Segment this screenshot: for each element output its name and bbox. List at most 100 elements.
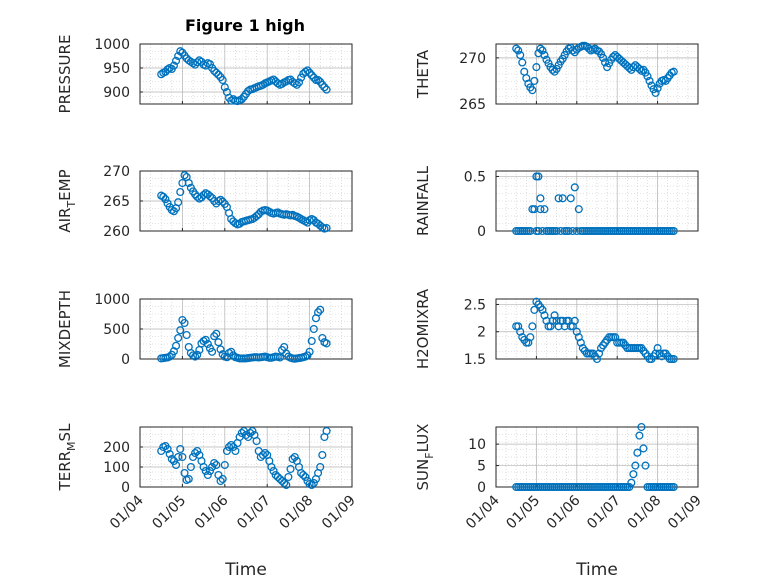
data-point [205,192,215,201]
data-point [299,470,308,480]
data-point [216,476,225,486]
y-tick-label: 100 [103,460,130,476]
data-point [576,338,585,347]
data-point [643,72,652,81]
data-point [248,426,257,436]
data-point [178,452,187,462]
y-tick-label: 0.5 [464,169,486,185]
data-point [309,324,318,334]
data-point [653,344,662,353]
data-point [171,460,181,470]
data-point [530,76,539,85]
data-point [540,311,549,320]
y-tick-label: 0 [121,352,130,368]
data-point [307,480,316,490]
data-point [305,347,314,356]
data-point [290,79,299,88]
data-point [258,450,268,460]
data-point [195,56,204,65]
data-point [201,335,210,344]
panel-air-temp: 260 265 270 AIRTEMP [56,164,353,240]
data-point [218,197,227,206]
data-point [180,468,189,478]
data-point [208,462,217,472]
data-point [201,466,210,476]
data-point [235,219,244,228]
data-point [635,64,644,73]
data-point [536,205,545,214]
data-point [309,478,318,488]
data-point [514,322,523,331]
data-point [246,428,255,438]
data-point [176,326,185,335]
data-point [161,195,170,204]
data-point [261,448,270,458]
data-point [538,226,547,236]
data-point [566,194,575,203]
data-point [220,83,229,92]
data-point [216,195,225,204]
data-point [277,476,287,486]
y-tick-label: 0 [477,480,486,496]
data-point [237,95,246,104]
y-tick-label: 1.5 [464,352,486,368]
axes-box [139,426,353,488]
data-point [669,354,678,364]
data-point [171,56,181,65]
data-point [193,350,202,359]
data-point [528,322,537,331]
data-point [169,61,178,70]
data-point [271,470,280,480]
data-point [629,470,638,479]
series-markers [512,41,678,97]
data-point [540,205,549,214]
panel-pressure: 900 950 1000 PRESSURE [56,35,353,113]
data-point [171,341,181,350]
y-tick-label: 5 [477,459,486,475]
data-point [637,422,646,432]
data-point [530,205,539,214]
data-point [318,333,327,343]
data-point [320,83,329,92]
data-point [214,70,223,79]
data-point [199,462,208,472]
data-point [216,345,225,354]
data-point [212,68,221,77]
data-point [165,352,174,361]
data-point [297,468,306,478]
data-point [252,436,261,446]
data-point [572,226,581,236]
data-point [180,171,189,180]
data-point [163,65,172,74]
data-point [611,333,620,342]
data-point [305,68,314,77]
series-markers [157,305,331,363]
data-point [301,472,310,482]
data-point [536,194,545,203]
data-point [286,464,295,474]
data-point [316,462,325,472]
y-tick-label: 1000 [94,37,130,53]
data-point [542,316,551,325]
data-point [669,482,678,492]
data-point [645,76,654,85]
data-point [322,426,331,436]
data-point [625,482,634,492]
data-point [163,444,172,454]
data-point [193,446,202,456]
data-point [514,46,523,55]
data-point [599,53,608,62]
data-point [538,305,547,314]
data-point [180,318,189,328]
data-point [191,448,200,458]
x-axis-label: Time [575,560,618,580]
data-point [546,322,555,331]
data-point [552,316,561,325]
data-point [229,442,238,452]
data-point [554,194,563,203]
data-point [244,86,253,96]
data-point [159,192,168,201]
data-point [241,430,251,440]
data-point [572,327,581,336]
y-axis-label: H2OMIXRA [414,288,432,369]
